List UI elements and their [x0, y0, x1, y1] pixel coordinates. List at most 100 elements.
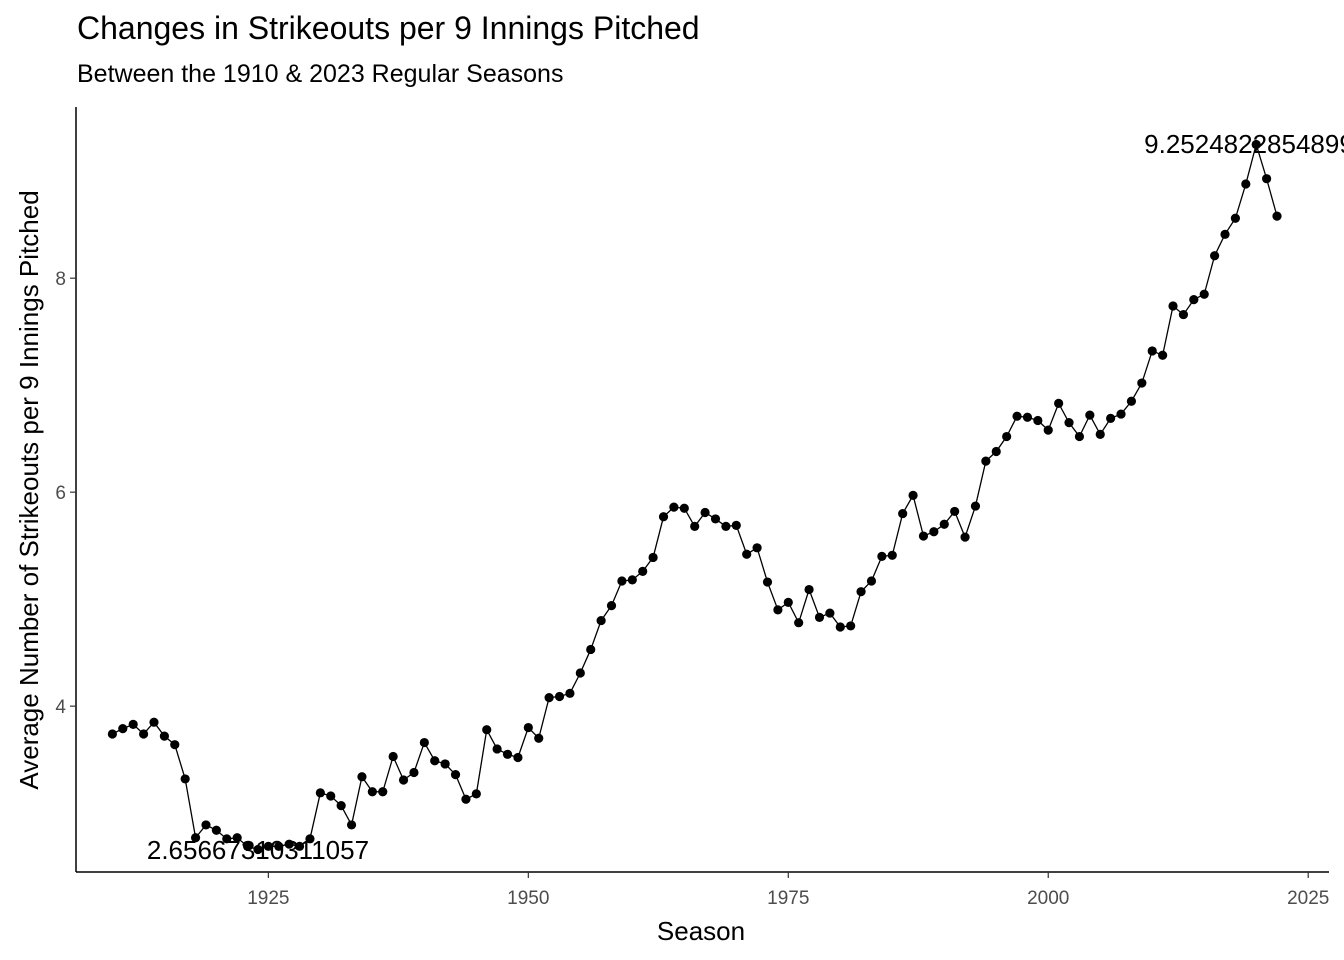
- data-point: [565, 688, 575, 698]
- x-axis-title: Season: [657, 916, 745, 946]
- data-point: [908, 490, 918, 500]
- y-tick-label: 8: [55, 269, 66, 290]
- data-point: [274, 841, 284, 851]
- data-point: [294, 841, 305, 851]
- data-point: [825, 608, 835, 618]
- data-point: [159, 731, 169, 741]
- data-point: [222, 834, 232, 844]
- data-point: [1178, 309, 1189, 320]
- data-point: [762, 577, 773, 587]
- data-point: [1168, 301, 1178, 311]
- y-axis-ticks: 4 6 8: [55, 269, 76, 718]
- data-point: [1085, 410, 1095, 420]
- data-point: [721, 521, 731, 532]
- data-point: [315, 788, 325, 798]
- data-point: [180, 774, 190, 784]
- x-tick-label: 2000: [1027, 888, 1069, 909]
- chart-title: Changes in Strikeouts per 9 Innings Pitc…: [77, 10, 700, 46]
- data-point: [554, 691, 565, 702]
- data-point: [835, 622, 845, 632]
- data-point: [544, 693, 554, 703]
- data-point: [627, 575, 637, 585]
- y-axis-title: Average Number of Strikeouts per 9 Innin…: [14, 190, 44, 789]
- data-point: [107, 729, 117, 739]
- data-point: [1210, 251, 1220, 261]
- data-point: [1272, 211, 1282, 221]
- data-point: [856, 587, 866, 597]
- data-point: [1137, 378, 1147, 388]
- data-point: [794, 618, 804, 628]
- data-point: [232, 833, 242, 843]
- data-point: [731, 520, 741, 530]
- data-point: [523, 722, 533, 733]
- data-point: [513, 752, 523, 763]
- data-point: [1106, 413, 1116, 423]
- data-point: [700, 507, 710, 518]
- data-point: [388, 751, 398, 762]
- data-point: [190, 833, 201, 843]
- data-point: [970, 501, 981, 511]
- series-line-group: [112, 142, 1278, 851]
- data-point: [586, 644, 596, 655]
- data-point: [471, 789, 481, 799]
- x-axis-ticks: 1925 1950 1975 2000 2025: [247, 872, 1329, 909]
- x-tick-label: 1975: [767, 888, 809, 909]
- data-point: [1002, 431, 1012, 442]
- data-point: [710, 514, 721, 524]
- data-point: [367, 787, 377, 797]
- data-point: [211, 825, 221, 835]
- data-point: [118, 724, 128, 734]
- data-point: [939, 519, 949, 529]
- data-point: [1116, 409, 1126, 419]
- data-point: [898, 508, 908, 519]
- data-point: [638, 566, 648, 576]
- data-point: [1241, 179, 1251, 189]
- data-point: [440, 759, 450, 769]
- data-point: [877, 551, 887, 561]
- data-point: [648, 552, 658, 563]
- data-point: [742, 549, 752, 559]
- data-point: [263, 841, 273, 851]
- data-point: [149, 717, 159, 727]
- annotations: 2.65667310311057 9.25248228548999: [147, 129, 1344, 865]
- data-point: [253, 844, 263, 855]
- data-point: [502, 749, 513, 759]
- data-point: [128, 719, 138, 729]
- data-point: [1158, 350, 1168, 360]
- data-point: [887, 550, 897, 560]
- data-point: [482, 725, 492, 735]
- data-point: [1033, 415, 1043, 426]
- data-point: [534, 733, 544, 743]
- data-point: [960, 532, 970, 542]
- data-point: [1074, 431, 1085, 442]
- data-point: [991, 446, 1001, 457]
- data-point: [336, 801, 346, 811]
- data-point: [1262, 174, 1272, 184]
- series-line: [112, 142, 1278, 851]
- data-point: [409, 767, 419, 778]
- data-point: [814, 612, 825, 622]
- data-point: [1022, 412, 1033, 422]
- data-point: [783, 597, 793, 607]
- data-point: [918, 531, 929, 541]
- data-point: [1230, 213, 1241, 223]
- data-point: [773, 605, 783, 615]
- data-point: [492, 744, 502, 754]
- data-point: [679, 503, 689, 513]
- point-annotation: 9.25248228548999: [1144, 129, 1344, 159]
- x-tick-label: 1925: [247, 888, 289, 909]
- data-point: [596, 615, 606, 626]
- data-point: [929, 527, 939, 537]
- data-point: [346, 820, 357, 830]
- data-points: [107, 139, 1282, 855]
- axes: [75, 107, 1329, 873]
- data-point: [1189, 294, 1199, 305]
- data-point: [606, 600, 617, 611]
- data-point: [170, 740, 180, 750]
- data-point: [378, 787, 388, 797]
- data-point: [617, 576, 627, 586]
- data-point: [1054, 398, 1064, 408]
- x-tick-label: 2025: [1287, 888, 1329, 909]
- data-point: [326, 791, 336, 801]
